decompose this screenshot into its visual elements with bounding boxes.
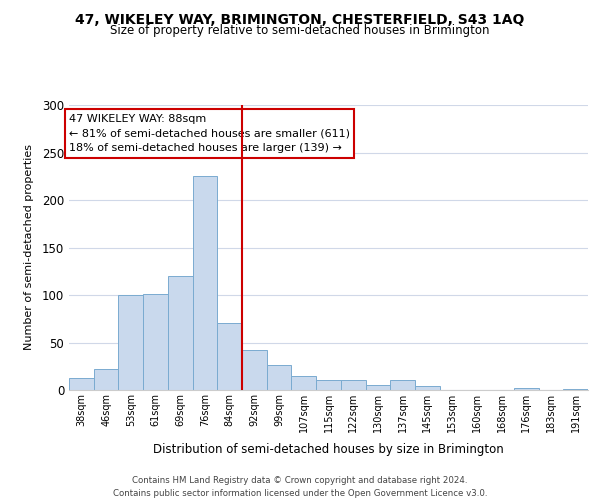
Bar	[217, 322, 242, 390]
Text: 47 WIKELEY WAY: 88sqm
← 81% of semi-detached houses are smaller (611)
18% of sem: 47 WIKELEY WAY: 88sqm ← 81% of semi-deta…	[69, 114, 350, 153]
Bar	[69, 378, 94, 390]
Text: Contains HM Land Registry data © Crown copyright and database right 2024.
Contai: Contains HM Land Registry data © Crown c…	[113, 476, 487, 498]
Bar	[143, 294, 168, 390]
Bar	[316, 380, 341, 390]
Bar	[415, 386, 440, 390]
Bar	[267, 366, 292, 390]
Text: 47, WIKELEY WAY, BRIMINGTON, CHESTERFIELD, S43 1AQ: 47, WIKELEY WAY, BRIMINGTON, CHESTERFIEL…	[76, 12, 524, 26]
Bar	[341, 380, 365, 390]
Bar	[292, 376, 316, 390]
X-axis label: Distribution of semi-detached houses by size in Brimington: Distribution of semi-detached houses by …	[153, 444, 504, 456]
Bar	[514, 388, 539, 390]
Y-axis label: Number of semi-detached properties: Number of semi-detached properties	[23, 144, 34, 350]
Bar	[94, 369, 118, 390]
Bar	[193, 176, 217, 390]
Bar	[390, 380, 415, 390]
Bar	[365, 385, 390, 390]
Bar	[118, 295, 143, 390]
Bar	[563, 389, 588, 390]
Text: Size of property relative to semi-detached houses in Brimington: Size of property relative to semi-detach…	[110, 24, 490, 37]
Bar	[168, 276, 193, 390]
Bar	[242, 350, 267, 390]
